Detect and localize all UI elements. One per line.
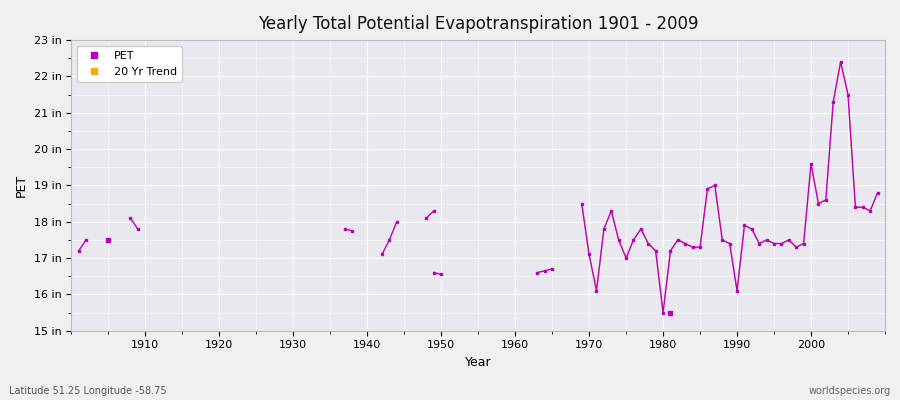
Legend: PET, 20 Yr Trend: PET, 20 Yr Trend: [76, 46, 182, 82]
Text: worldspecies.org: worldspecies.org: [809, 386, 891, 396]
Y-axis label: PET: PET: [15, 174, 28, 197]
Text: Latitude 51.25 Longitude -58.75: Latitude 51.25 Longitude -58.75: [9, 386, 166, 396]
Title: Yearly Total Potential Evapotranspiration 1901 - 2009: Yearly Total Potential Evapotranspiratio…: [258, 15, 698, 33]
X-axis label: Year: Year: [464, 356, 491, 369]
